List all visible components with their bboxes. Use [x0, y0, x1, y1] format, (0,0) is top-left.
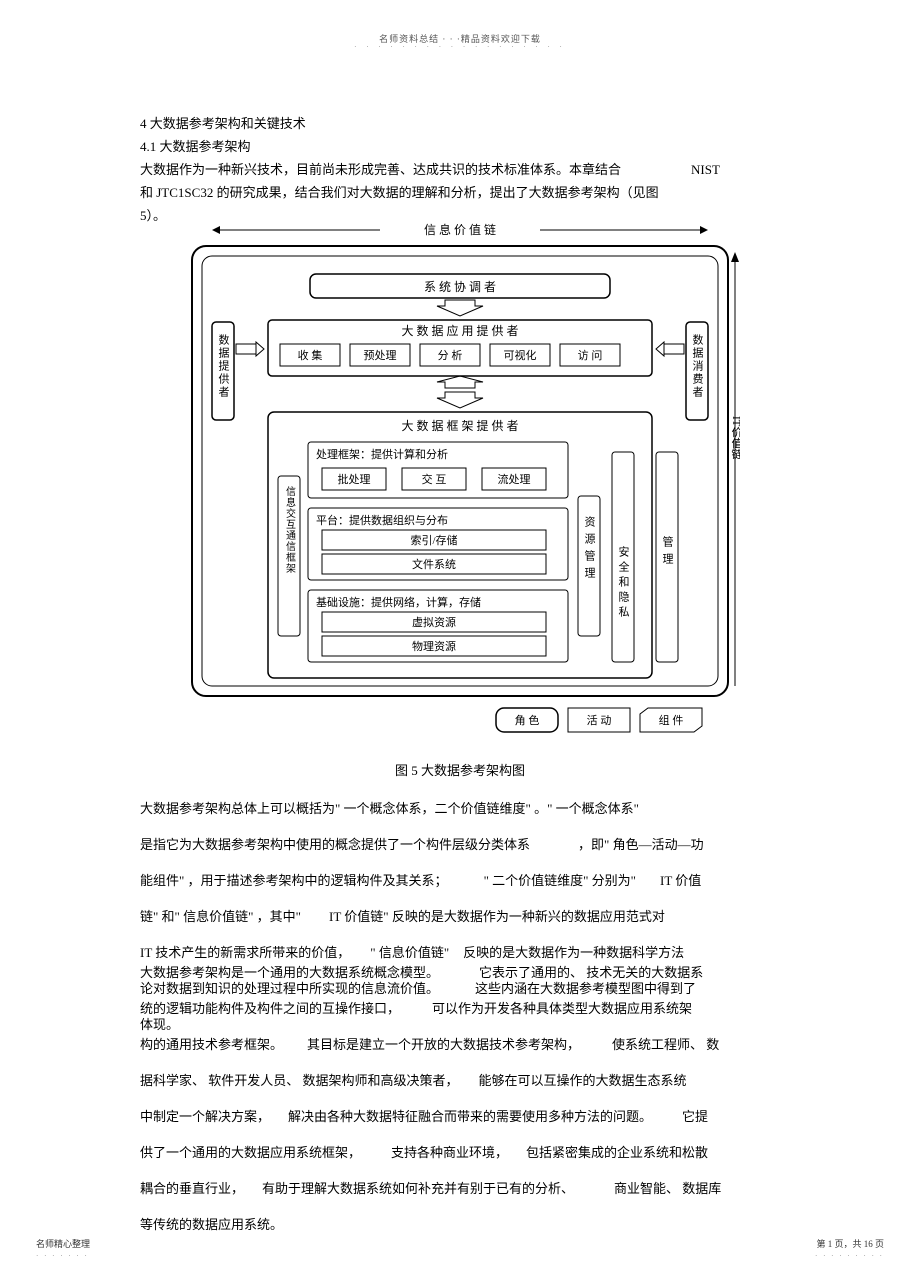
left-actor-label: 数据提供者	[217, 334, 230, 399]
svg-text:访 问: 访 问	[578, 349, 603, 362]
heading-4: 4 大数据参考架构和关键技术	[140, 112, 780, 135]
figure-5: 信 息 价 值 链 IT价值链 系 统 协 调 者 数据提供者 数据消费者	[180, 216, 740, 756]
footer-right: 第 1 页，共 16 页	[816, 1237, 884, 1250]
footer-dots-right: · · · · · · · · ·	[815, 1252, 884, 1260]
svg-text:预处理: 预处理	[364, 349, 397, 362]
app-provider-label: 大 数 据 应 用 提 供 者	[401, 323, 518, 338]
heading-4-1: 4.1 大数据参考架构	[140, 135, 780, 158]
svg-text:文件系统: 文件系统	[412, 557, 456, 571]
coordinator-label: 系 统 协 调 者	[424, 279, 496, 294]
mgmt-label: 管理	[661, 535, 674, 570]
framework-provider-label: 大 数 据 框 架 提 供 者	[401, 418, 518, 433]
svg-text:角 色: 角 色	[515, 713, 540, 727]
figure-caption: 图 5 大数据参考架构图	[140, 760, 780, 779]
paragraph-2: 大数据参考架构是一个通用的大数据系统概念模型。它表示了通用的、 技术无关的大数据…	[140, 948, 780, 1249]
proc-framework-label: 处理框架：提供计算和分析	[316, 447, 448, 461]
intro-line-1: 大数据作为一种新兴技术，目前尚未形成完善、达成共识的技术标准体系。本章结合NIS…	[140, 158, 780, 181]
res-mgmt-label: 资源管理	[583, 516, 596, 584]
document-page: 名师资料总结 · · ·精品资料欢迎下载 · · · · · · · · · ·…	[0, 0, 920, 1274]
svg-text:收 集: 收 集	[298, 348, 323, 362]
sec-priv-label: 安全和隐私	[617, 545, 630, 621]
right-actor-label: 数据消费者	[691, 334, 704, 399]
legend: 角 色 活 动 组 件	[496, 708, 702, 732]
it-value-chain-label: IT价值链	[730, 416, 740, 459]
svg-text:索引/存储: 索引/存储	[410, 533, 457, 547]
info-frame-label: 信息交互通信框架	[284, 486, 296, 574]
svg-text:流处理: 流处理	[498, 472, 531, 486]
app-steps: 收 集 预处理 分 析 可视化 访 问	[280, 344, 620, 366]
svg-text:活 动: 活 动	[587, 714, 612, 727]
intro-text: 4 大数据参考架构和关键技术 4.1 大数据参考架构 大数据作为一种新兴技术，目…	[140, 112, 780, 227]
svg-text:虚拟资源: 虚拟资源	[412, 615, 456, 629]
svg-text:物理资源: 物理资源	[412, 639, 456, 653]
svg-text:可视化: 可视化	[504, 348, 537, 362]
architecture-diagram: 信 息 价 值 链 IT价值链 系 统 协 调 者 数据提供者 数据消费者	[180, 216, 740, 756]
svg-text:批处理: 批处理	[338, 472, 371, 486]
footer-left: 名师精心整理	[36, 1237, 90, 1250]
intro-line-2: 和 JTC1SC32 的研究成果，结合我们对大数据的理解和分析，提出了大数据参考…	[140, 181, 780, 204]
footer-dots-left: · · · · · · ·	[36, 1252, 89, 1260]
svg-text:组 件: 组 件	[659, 713, 684, 727]
svg-text:交 互: 交 互	[422, 472, 447, 486]
infra-label: 基础设施：提供网络，计算，存储	[316, 595, 481, 609]
info-value-chain-label: 信 息 价 值 链	[424, 222, 496, 237]
header-dots: · · · · · · · · · · · · · · · · · ·	[0, 43, 920, 51]
platform-label: 平台：提供数据组织与分布	[316, 513, 448, 527]
svg-text:分 析: 分 析	[438, 348, 463, 362]
